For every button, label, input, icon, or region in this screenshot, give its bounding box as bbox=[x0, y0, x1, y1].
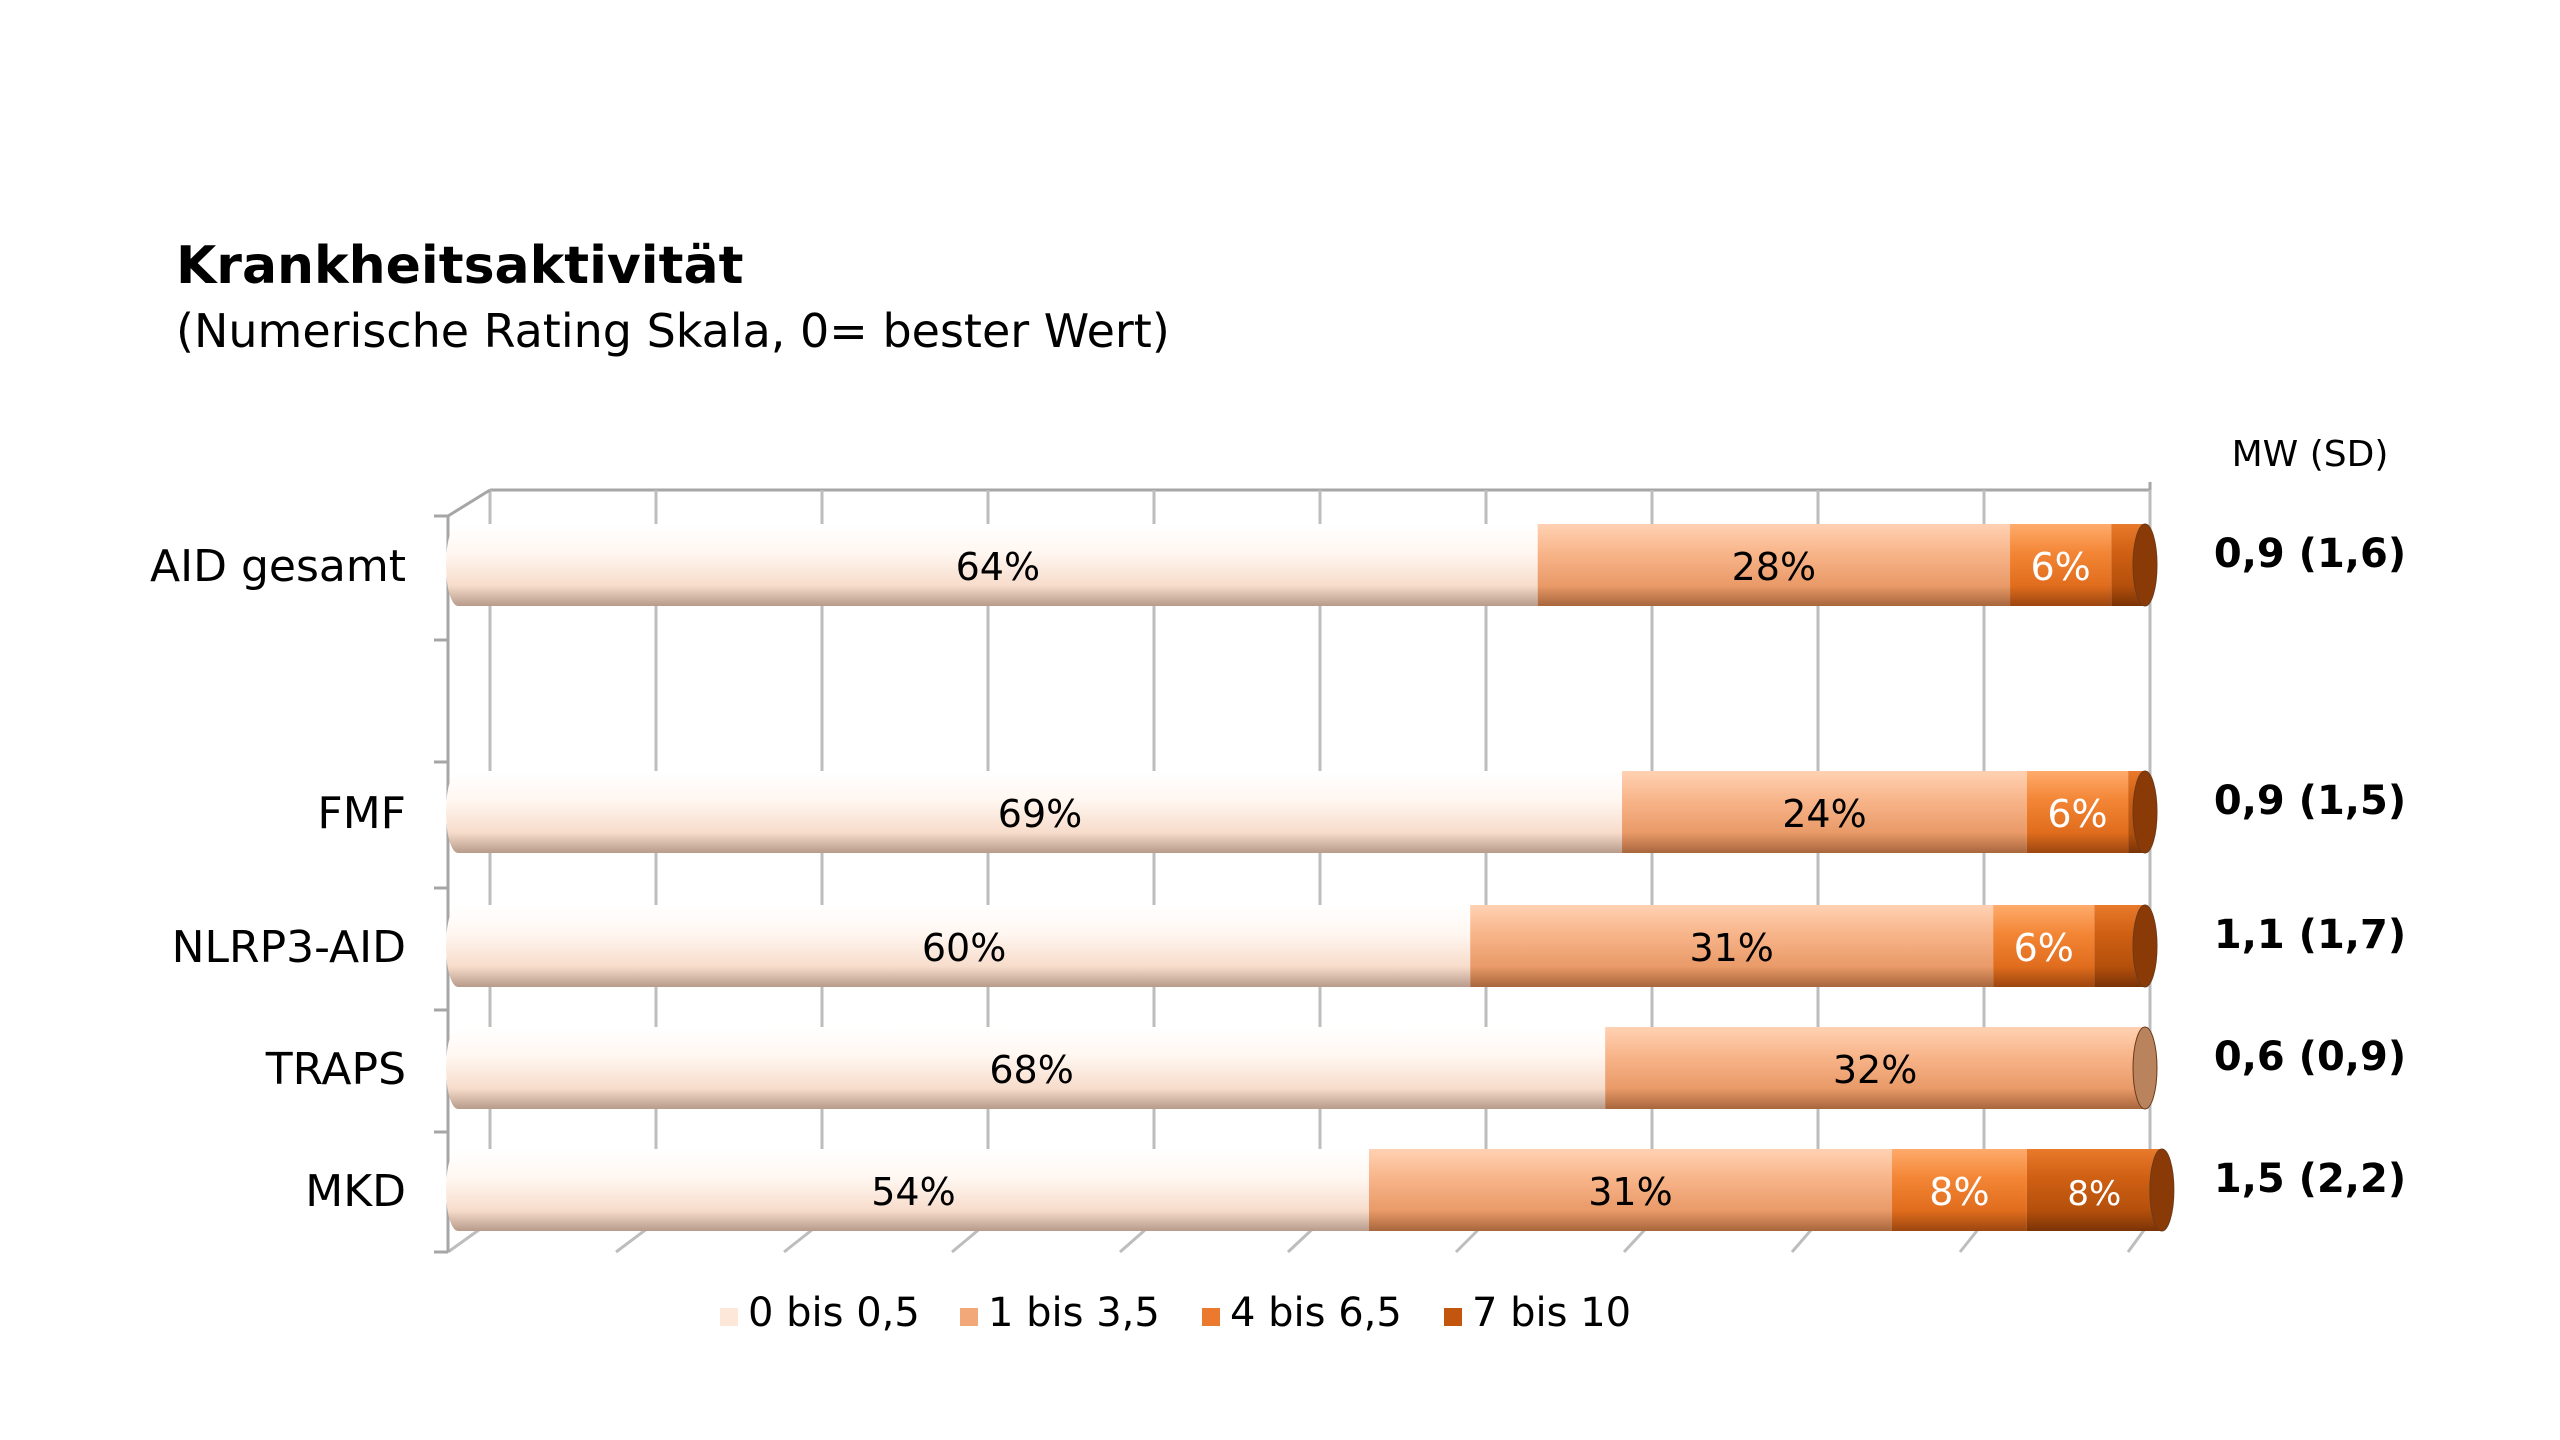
legend-label-3: 7 bis 10 bbox=[1472, 1290, 1631, 1336]
legend-label-2: 4 bis 6,5 bbox=[1230, 1290, 1402, 1336]
bar-cap-right-3 bbox=[2132, 1026, 2158, 1110]
data-label-2-1: 31% bbox=[1689, 926, 1773, 970]
data-label-1-2: 6% bbox=[2047, 792, 2107, 836]
bar-0-series-1 bbox=[1537, 524, 2011, 606]
data-label-0-2: 6% bbox=[2031, 545, 2091, 589]
bar-1-series-2 bbox=[2026, 771, 2129, 853]
mw-sd-header: MW (SD) bbox=[2232, 434, 2389, 475]
bar-cap-right-4 bbox=[2149, 1148, 2175, 1232]
bar-cap-right-1 bbox=[2132, 770, 2158, 854]
bar-2-series-1 bbox=[1470, 905, 1994, 987]
data-label-1-0: 69% bbox=[998, 792, 1082, 836]
mw-sd-value-1: 0,9 (1,5) bbox=[2214, 778, 2406, 824]
bar-4-series-3 bbox=[2026, 1149, 2162, 1231]
bar-cap-left-3 bbox=[446, 1027, 470, 1109]
bars bbox=[446, 523, 2175, 1232]
bar-cap-left-2 bbox=[446, 905, 470, 987]
y-axis-top-line bbox=[447, 488, 491, 518]
data-label-0-1: 28% bbox=[1732, 545, 1816, 589]
bar-cap-right-2 bbox=[2132, 904, 2158, 988]
category-label-1: FMF bbox=[317, 788, 406, 839]
data-label-3-0: 68% bbox=[989, 1048, 1073, 1092]
data-label-2-2: 6% bbox=[2014, 926, 2074, 970]
chart-title: Krankheitsaktivität bbox=[176, 236, 744, 296]
legend-swatch-1 bbox=[960, 1308, 978, 1326]
bar-3-series-1 bbox=[1605, 1027, 2145, 1109]
legend-swatch-2 bbox=[1202, 1308, 1220, 1326]
bar-0-series-2 bbox=[2010, 524, 2112, 606]
mw-sd-value-3: 0,6 (0,9) bbox=[2214, 1034, 2406, 1080]
data-label-1-1: 24% bbox=[1782, 792, 1866, 836]
legend-label-1: 1 bis 3,5 bbox=[988, 1290, 1160, 1336]
chart-subtitle: (Numerische Rating Skala, 0= bester Wert… bbox=[176, 304, 1170, 358]
data-label-0-0: 64% bbox=[956, 545, 1040, 589]
bar-cap-left-1 bbox=[446, 771, 470, 853]
data-label-4-0: 54% bbox=[871, 1170, 955, 1214]
mw-sd-value-2: 1,1 (1,7) bbox=[2214, 912, 2406, 958]
bar-0-series-0 bbox=[458, 524, 1538, 606]
legend: 0 bis 0,5 1 bis 3,5 4 bis 6,5 7 bis 10 bbox=[720, 1290, 1631, 1336]
mw-sd-value-4: 1,5 (2,2) bbox=[2214, 1156, 2406, 1202]
data-label-4-2: 8% bbox=[1929, 1170, 1989, 1214]
data-label-4-1: 31% bbox=[1588, 1170, 1672, 1214]
bar-3-series-0 bbox=[458, 1027, 1606, 1109]
data-label-3-1: 32% bbox=[1833, 1048, 1917, 1092]
bar-1-series-0 bbox=[458, 771, 1623, 853]
category-label-0: AID gesamt bbox=[150, 541, 406, 592]
legend-swatch-0 bbox=[720, 1308, 738, 1326]
bar-1-series-1 bbox=[1622, 771, 2027, 853]
bar-cap-right-0 bbox=[2132, 523, 2158, 607]
mw-sd-value-0: 0,9 (1,6) bbox=[2214, 531, 2406, 577]
category-label-3: TRAPS bbox=[265, 1044, 406, 1095]
bar-4-series-1 bbox=[1368, 1149, 1892, 1231]
labels: 64% 28% 6% AID gesamt 0,9 (1,6) 69% 24% 6% FMF 0,… bbox=[150, 434, 2406, 1217]
data-label-2-0: 60% bbox=[922, 926, 1006, 970]
bar-2-series-0 bbox=[458, 905, 1471, 987]
category-label-2: NLRP3-AID bbox=[172, 922, 406, 973]
bar-4-series-0 bbox=[458, 1149, 1369, 1231]
bar-2-series-2 bbox=[1993, 905, 2095, 987]
legend-label-0: 0 bis 0,5 bbox=[748, 1290, 920, 1336]
category-label-4: MKD bbox=[305, 1166, 406, 1217]
legend-swatch-3 bbox=[1444, 1308, 1462, 1326]
bar-4-series-2 bbox=[1891, 1149, 2027, 1231]
bar-cap-left-0 bbox=[446, 524, 470, 606]
bar-cap-left-4 bbox=[446, 1149, 470, 1231]
data-label-4-3: 8% bbox=[2067, 1174, 2121, 1214]
